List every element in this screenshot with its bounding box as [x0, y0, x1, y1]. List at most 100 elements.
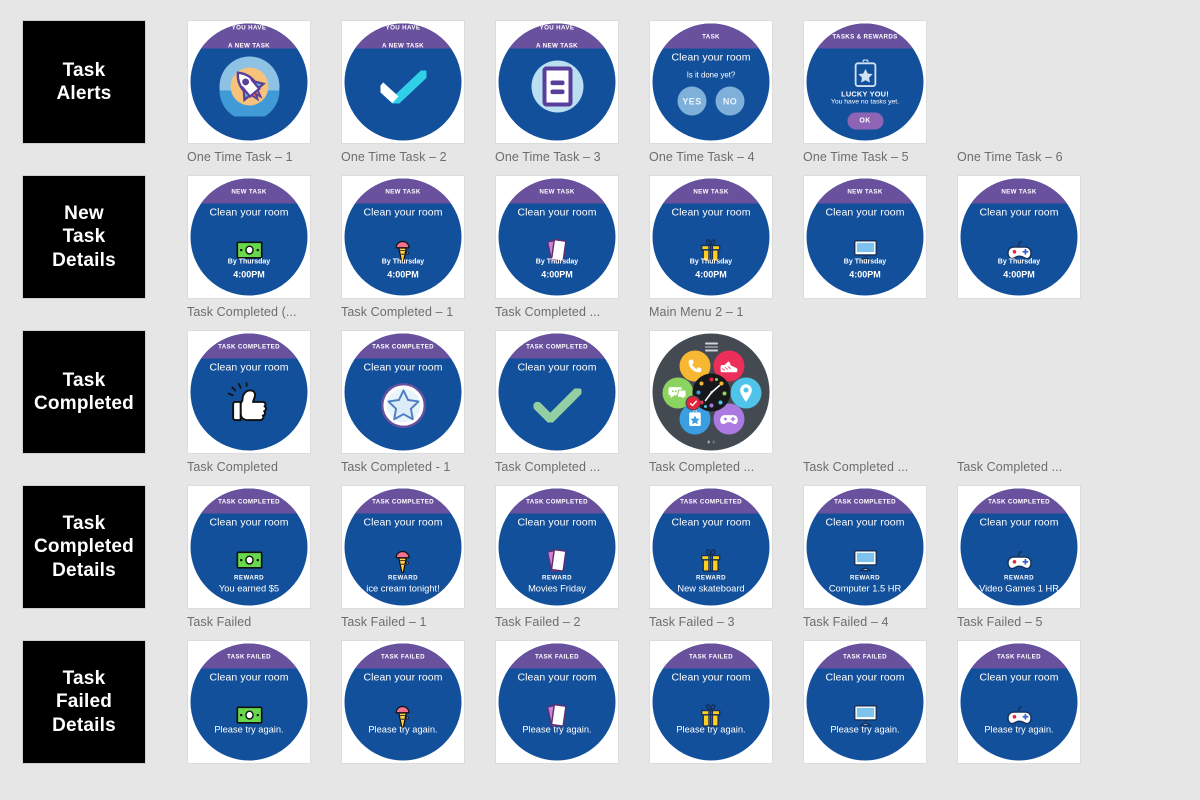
watch-face-task-failed-details-2[interactable]: TASK FAILED Clean your room Please try ag…: [344, 643, 462, 761]
tile-new-task-details-6[interactable]: NEW TASK Clean your room By Thursday 4:00P…: [957, 175, 1081, 299]
tile-task-completed-details-4[interactable]: TASK COMPLETED Clean your room REWARD New …: [649, 485, 773, 609]
watch-face-task-failed-details-3[interactable]: TASK FAILED Clean your room Please try ag…: [498, 643, 616, 761]
task-title: Clean your room: [671, 51, 751, 64]
tile-task-completed-details-1[interactable]: TASK COMPLETED Clean your room REWARD You …: [187, 485, 311, 609]
row-label-task-alerts: Task Alerts: [22, 20, 146, 144]
tile-new-task-details-1[interactable]: NEW TASK Clean your room By Thursday 4:00P…: [187, 175, 311, 299]
watch-face-new-task-details-3[interactable]: NEW TASK Clean your room By Thursday 4:00P…: [498, 178, 616, 296]
icon-ice-cream-icon: [386, 701, 420, 731]
watch-face-task-alerts-5[interactable]: TASKS & REWARDS LUCKY YOU! You have no ta…: [806, 23, 924, 141]
watch-face-new-task-details-6[interactable]: NEW TASK Clean your room By Thursday 4:00P…: [960, 178, 1078, 296]
yes-button[interactable]: YES: [677, 86, 707, 116]
watch-face-task-completed-details-5[interactable]: TASK COMPLETED Clean your room REWARD Comp…: [806, 488, 924, 606]
due-date: By Thursday 4:00PM: [807, 258, 924, 282]
reward-label: REWARD: [234, 574, 264, 582]
page-dots[interactable]: [707, 440, 715, 444]
app-icon-phone-app[interactable]: [679, 350, 711, 382]
cell-task-completed-1: TASK COMPLETED Clean your room Task Compl…: [187, 330, 341, 485]
band-text: TASK FAILED: [498, 643, 616, 669]
cell-task-alerts-4: TASK Clean your room Is it done yet? YES NO O…: [649, 20, 803, 175]
band-line: TASK FAILED: [535, 653, 579, 660]
cell-new-task-details-6: NEW TASK Clean your room By Thursday 4:00P…: [957, 175, 1111, 330]
tile-task-completed-details-5[interactable]: TASK COMPLETED Clean your room REWARD Comp…: [803, 485, 927, 609]
band-text: NEW TASK: [806, 178, 924, 204]
tile-task-alerts-3[interactable]: YOU HAVE A NEW TASK: [495, 20, 619, 144]
caption-task-completed-details-3: Task Failed – 2: [495, 615, 581, 629]
watch-face-task-alerts-2[interactable]: YOU HAVE A NEW TASK: [344, 23, 462, 141]
watch-face-task-completed-1[interactable]: TASK COMPLETED Clean your room: [190, 333, 308, 451]
watch-face-task-completed-details-6[interactable]: TASK COMPLETED Clean your room REWARD Vide…: [960, 488, 1078, 606]
tile-task-failed-details-4[interactable]: TASK FAILED Clean your room Please try ag…: [649, 640, 773, 764]
watch-face-task-failed-details-6[interactable]: TASK FAILED Clean your room Please try ag…: [960, 643, 1078, 761]
band-line: TASK COMPLETED: [218, 498, 280, 505]
band-line: NEW TASK: [539, 188, 575, 195]
tile-new-task-details-2[interactable]: NEW TASK Clean your room By Thursday 4:00P…: [341, 175, 465, 299]
watch-face-task-completed-3[interactable]: TASK COMPLETED Clean your room: [498, 333, 616, 451]
tile-new-task-details-4[interactable]: NEW TASK Clean your room By Thursday 4:00P…: [649, 175, 773, 299]
watch-face-new-task-details-1[interactable]: NEW TASK Clean your room By Thursday 4:00P…: [190, 178, 308, 296]
band-text: NEW TASK: [652, 178, 770, 204]
watch-face-task-failed-details-4[interactable]: TASK FAILED Clean your room Please try ag…: [652, 643, 770, 761]
band-text: YOU HAVE A NEW TASK: [498, 23, 616, 49]
watch-face-task-failed-details-1[interactable]: TASK FAILED Clean your room Please try ag…: [190, 643, 308, 761]
band-line: A NEW TASK: [228, 42, 270, 49]
tile-task-completed-2[interactable]: TASK COMPLETED Clean your room: [341, 330, 465, 454]
tile-task-failed-details-6[interactable]: TASK FAILED Clean your room Please try ag…: [957, 640, 1081, 764]
band-line: TASK COMPLETED: [372, 343, 434, 350]
tile-task-failed-details-2[interactable]: TASK FAILED Clean your room Please try ag…: [341, 640, 465, 764]
band-text: TASK COMPLETED: [960, 488, 1078, 514]
watch-face-new-task-details-5[interactable]: NEW TASK Clean your room By Thursday 4:00P…: [806, 178, 924, 296]
band-text: NEW TASK: [344, 178, 462, 204]
cell-task-failed-details-5: TASK FAILED Clean your room Please try ag…: [803, 640, 957, 795]
no-button[interactable]: NO: [715, 86, 745, 116]
caption-task-completed-details-2: Task Failed – 1: [341, 615, 427, 629]
icon-money-icon: [232, 701, 266, 731]
menu-hamburger-icon[interactable]: [704, 342, 718, 352]
tile-task-completed-4[interactable]: [649, 330, 773, 454]
band-line: NEW TASK: [693, 188, 729, 195]
tile-task-failed-details-5[interactable]: TASK FAILED Clean your room Please try ag…: [803, 640, 927, 764]
watch-app-menu[interactable]: [652, 333, 770, 451]
row-label-task-completed: Task Completed: [22, 330, 146, 454]
watch-face-task-completed-details-3[interactable]: TASK COMPLETED Clean your room REWARD Movi…: [498, 488, 616, 606]
band-line: NEW TASK: [231, 188, 267, 195]
band-line: TASK COMPLETED: [526, 498, 588, 505]
caption-new-task-details-3: Task Completed ...: [495, 305, 601, 319]
task-title: Clean your room: [825, 516, 905, 529]
caption-task-alerts-6: One Time Task – 6: [957, 150, 1063, 164]
watch-face-new-task-details-4[interactable]: NEW TASK Clean your room By Thursday 4:00P…: [652, 178, 770, 296]
tile-task-completed-details-3[interactable]: TASK COMPLETED Clean your room REWARD Movi…: [495, 485, 619, 609]
app-icon-location-app[interactable]: [730, 377, 762, 409]
watch-face-new-task-details-2[interactable]: NEW TASK Clean your room By Thursday 4:00P…: [344, 178, 462, 296]
cell-task-alerts-2: YOU HAVE A NEW TASK One Time Task – 2: [341, 20, 495, 175]
cell-task-failed-details-6: TASK FAILED Clean your room Please try ag…: [957, 640, 1111, 795]
ok-button[interactable]: OK: [847, 112, 883, 130]
watch-face-task-completed-details-2[interactable]: TASK COMPLETED Clean your room REWARD ice …: [344, 488, 462, 606]
tile-task-failed-details-1[interactable]: TASK FAILED Clean your room Please try ag…: [187, 640, 311, 764]
tile-new-task-details-5[interactable]: NEW TASK Clean your room By Thursday 4:00P…: [803, 175, 927, 299]
row-label-text: Task Completed: [34, 369, 134, 414]
tile-new-task-details-3[interactable]: NEW TASK Clean your room By Thursday 4:00P…: [495, 175, 619, 299]
due-date: By Thursday 4:00PM: [191, 258, 308, 282]
watch-face-task-alerts-3[interactable]: YOU HAVE A NEW TASK: [498, 23, 616, 141]
tile-task-alerts-2[interactable]: YOU HAVE A NEW TASK: [341, 20, 465, 144]
band-text: NEW TASK: [960, 178, 1078, 204]
tile-task-completed-1[interactable]: TASK COMPLETED Clean your room: [187, 330, 311, 454]
tile-task-completed-details-6[interactable]: TASK COMPLETED Clean your room REWARD Vide…: [957, 485, 1081, 609]
watch-face-task-alerts-1[interactable]: YOU HAVE A NEW TASK: [190, 23, 308, 141]
band-line: NEW TASK: [385, 188, 421, 195]
watch-face-task-completed-2[interactable]: TASK COMPLETED Clean your room: [344, 333, 462, 451]
tile-task-alerts-4[interactable]: TASK Clean your room Is it done yet? YES NO: [649, 20, 773, 144]
tile-task-completed-details-2[interactable]: TASK COMPLETED Clean your room REWARD ice …: [341, 485, 465, 609]
tile-task-failed-details-3[interactable]: TASK FAILED Clean your room Please try ag…: [495, 640, 619, 764]
band-text: TASK COMPLETED: [806, 488, 924, 514]
watch-face-task-completed-details-1[interactable]: TASK COMPLETED Clean your room REWARD You …: [190, 488, 308, 606]
watch-face-task-failed-details-5[interactable]: TASK FAILED Clean your room Please try ag…: [806, 643, 924, 761]
tile-task-alerts-5[interactable]: TASKS & REWARDS LUCKY YOU! You have no ta…: [803, 20, 927, 144]
cell-new-task-details-5: NEW TASK Clean your room By Thursday 4:00P…: [803, 175, 957, 330]
tile-task-alerts-1[interactable]: YOU HAVE A NEW TASK: [187, 20, 311, 144]
tile-task-completed-3[interactable]: TASK COMPLETED Clean your room: [495, 330, 619, 454]
watch-face-task-alerts-4[interactable]: TASK Clean your room Is it done yet? YES NO: [652, 23, 770, 141]
watch-face-task-completed-details-4[interactable]: TASK COMPLETED Clean your room REWARD New …: [652, 488, 770, 606]
cell-task-alerts-3: YOU HAVE A NEW TASK One Time Task – 3: [495, 20, 649, 175]
